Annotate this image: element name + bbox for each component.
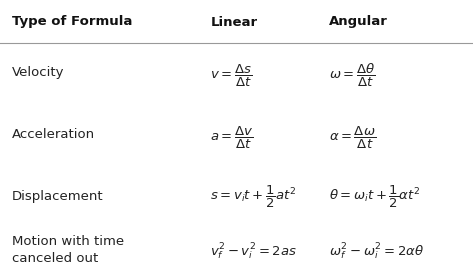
Text: Velocity: Velocity [12,66,64,79]
Text: Acceleration: Acceleration [12,128,95,141]
Text: $\theta = \omega_i t + \dfrac{1}{2}\alpha t^2$: $\theta = \omega_i t + \dfrac{1}{2}\alph… [329,184,420,210]
Text: Linear: Linear [210,15,258,29]
Text: Angular: Angular [329,15,387,29]
Text: $\alpha = \dfrac{\Delta\omega}{\Delta t}$: $\alpha = \dfrac{\Delta\omega}{\Delta t}… [329,125,376,150]
Text: $a = \dfrac{\Delta v}{\Delta t}$: $a = \dfrac{\Delta v}{\Delta t}$ [210,125,254,150]
Text: $s = v_i t + \dfrac{1}{2}at^2$: $s = v_i t + \dfrac{1}{2}at^2$ [210,184,297,210]
Text: $v_f^2 - v_i^2 = 2as$: $v_f^2 - v_i^2 = 2as$ [210,241,298,262]
Text: Motion with time
canceled out: Motion with time canceled out [12,235,124,265]
Text: $\omega = \dfrac{\Delta\theta}{\Delta t}$: $\omega = \dfrac{\Delta\theta}{\Delta t}… [329,62,375,89]
Text: Displacement: Displacement [12,190,104,203]
Text: Type of Formula: Type of Formula [12,15,132,29]
Text: $\omega_f^2 - \omega_i^2 = 2\alpha\theta$: $\omega_f^2 - \omega_i^2 = 2\alpha\theta… [329,241,424,262]
Text: $v = \dfrac{\Delta s}{\Delta t}$: $v = \dfrac{\Delta s}{\Delta t}$ [210,63,253,89]
